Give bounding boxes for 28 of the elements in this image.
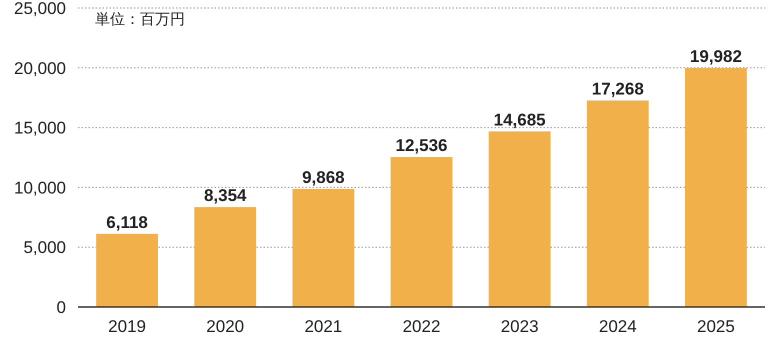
x-tick-label: 2024 [598, 317, 637, 336]
data-label: 12,536 [396, 136, 448, 156]
x-tick-label: 2023 [500, 317, 539, 336]
bar [194, 207, 256, 307]
y-tick-label: 10,000 [14, 178, 66, 198]
y-tick-label: 20,000 [14, 58, 66, 78]
y-tick-label: 0 [56, 298, 66, 317]
x-tick-label: 2025 [697, 317, 735, 336]
bar [586, 100, 649, 307]
y-tick-label: 25,000 [14, 0, 66, 18]
x-tick-label: 2019 [108, 317, 146, 336]
bar [390, 157, 452, 307]
x-tick-label: 2021 [304, 317, 342, 336]
y-tick-label: 5,000 [23, 238, 66, 258]
x-tick-label: 2020 [206, 317, 244, 336]
bar [96, 234, 158, 307]
data-label: 9,868 [302, 168, 345, 187]
annotation: 単位：百万円 [95, 11, 185, 28]
data-label: 19,982 [690, 47, 742, 66]
bar [685, 68, 747, 307]
y-tick-label: 15,000 [14, 118, 66, 138]
data-label: 14,685 [494, 110, 546, 130]
data-label: 17,268 [592, 79, 644, 98]
data-label: 6,118 [106, 212, 148, 232]
bar [292, 188, 354, 307]
bar [488, 131, 551, 307]
data-label: 8,354 [204, 186, 248, 206]
x-tick-label: 2022 [402, 317, 440, 336]
